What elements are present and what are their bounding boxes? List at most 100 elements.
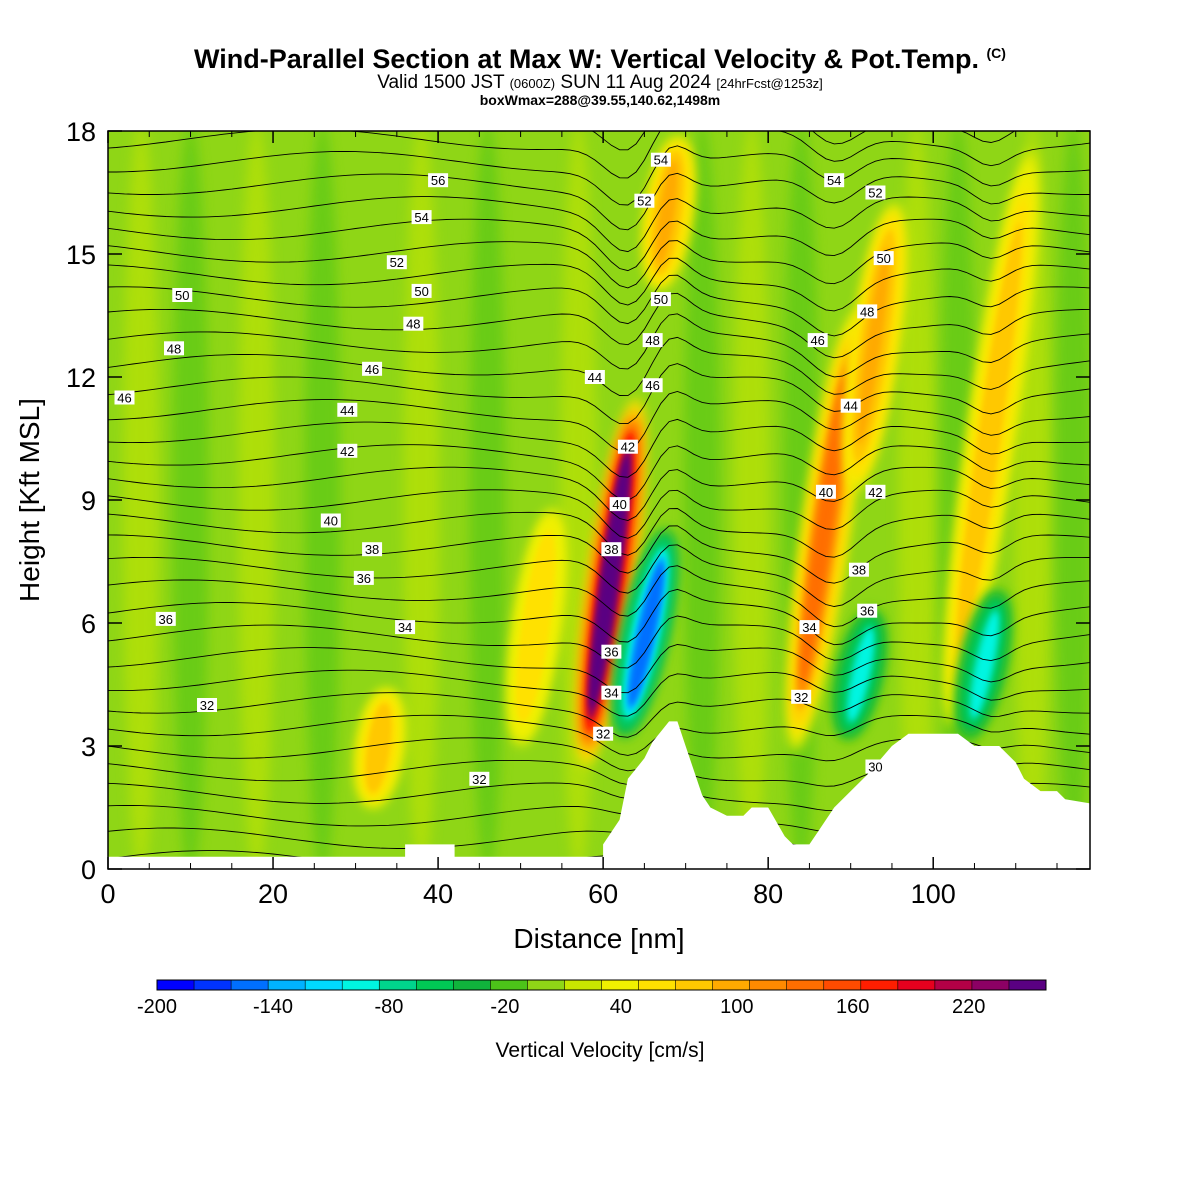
theta-contour bbox=[108, 418, 1090, 478]
valid-time: Valid 1500 JST bbox=[377, 72, 505, 93]
contour-label: 44 bbox=[840, 398, 861, 414]
colorbar: -200 -140 -80 -20 40 100 160 220 bbox=[137, 979, 1047, 1018]
contour-label-text: 38 bbox=[852, 563, 866, 578]
contour-label-text: 36 bbox=[604, 645, 618, 660]
contour-label-text: 50 bbox=[876, 251, 890, 266]
colorbar-swatch bbox=[712, 980, 751, 990]
y-tick-label: 15 bbox=[66, 240, 96, 270]
contour-label-text: 50 bbox=[414, 284, 428, 299]
contour-label-box bbox=[601, 542, 622, 557]
valid-utc: (0600Z) bbox=[509, 76, 556, 91]
field-stripe bbox=[238, 131, 275, 869]
contour-label-box bbox=[395, 620, 416, 635]
downdraft-band bbox=[832, 608, 886, 741]
contour-label-box bbox=[197, 698, 218, 712]
theta-contour bbox=[108, 466, 1090, 521]
contour-label-text: 34 bbox=[398, 620, 412, 635]
contour-label-box bbox=[857, 603, 878, 618]
downdraft-band bbox=[955, 588, 1011, 740]
downdraft-core bbox=[629, 561, 664, 706]
colorbar-swatch bbox=[971, 980, 1010, 990]
field-stripe bbox=[172, 131, 209, 869]
chart-title: Wind-Parallel Section at Max W: Vertical… bbox=[0, 44, 1200, 75]
theta-contour bbox=[108, 66, 1090, 127]
contour-label-text: 48 bbox=[860, 304, 874, 319]
contour-label: 36 bbox=[155, 611, 176, 627]
colorbar-swatch bbox=[860, 980, 899, 990]
contour-label-box bbox=[617, 439, 638, 454]
colorbar-tick-label: 220 bbox=[952, 996, 985, 1018]
contour-label-text: 40 bbox=[324, 514, 338, 529]
colorbar-swatch bbox=[564, 980, 602, 990]
contour-label-text: 52 bbox=[390, 255, 404, 270]
colorbar-tick-label: -80 bbox=[374, 996, 403, 1018]
y-tick-label: 0 bbox=[81, 855, 96, 885]
theta-contour bbox=[108, 218, 1090, 272]
contour-label-text: 44 bbox=[843, 399, 857, 414]
colorbar-swatch bbox=[194, 980, 232, 990]
contour-label-box bbox=[791, 689, 812, 704]
contour-label-text: 44 bbox=[588, 370, 602, 385]
colorbar-swatch bbox=[1008, 980, 1047, 990]
contour-label-text: 36 bbox=[159, 612, 173, 627]
theta-contour bbox=[108, 363, 1090, 425]
contour-label-text: 54 bbox=[827, 173, 841, 188]
updraft-core bbox=[368, 706, 388, 789]
colorbar-swatch bbox=[231, 980, 269, 990]
contour-label-box bbox=[601, 644, 622, 659]
downdraft-band bbox=[613, 529, 677, 738]
y-axis-label: Height [Kft MSL] bbox=[14, 398, 45, 602]
contour-label-text: 50 bbox=[175, 288, 189, 303]
theta-contour bbox=[108, 669, 1090, 717]
contour-label-box bbox=[650, 292, 671, 307]
colorbar-swatch bbox=[823, 980, 862, 990]
contour-label: 52 bbox=[634, 193, 655, 209]
colorbar-swatch bbox=[342, 980, 380, 990]
contour-label-text: 30 bbox=[868, 760, 882, 775]
colorbar-swatch bbox=[601, 980, 640, 990]
contour-label-box bbox=[584, 370, 605, 384]
contour-label-box bbox=[601, 685, 622, 700]
colorbar-tick-label: -20 bbox=[490, 996, 519, 1018]
contour-label: 36 bbox=[857, 603, 878, 619]
contour-label: 38 bbox=[601, 542, 622, 557]
colorbar-tick-label: 40 bbox=[610, 996, 632, 1018]
contour-label-box bbox=[362, 361, 383, 376]
contour-label-text: 52 bbox=[868, 186, 882, 201]
y-tick-label: 6 bbox=[81, 609, 96, 639]
updraft-core bbox=[857, 247, 890, 445]
contour-label-box bbox=[642, 378, 663, 393]
contour-label-text: 52 bbox=[637, 194, 651, 209]
field-stripe bbox=[733, 131, 770, 869]
updraft-core bbox=[801, 378, 847, 683]
contour-label: 46 bbox=[362, 361, 383, 377]
colorbar-tick-label: 100 bbox=[720, 996, 753, 1018]
theta-contour bbox=[108, 391, 1090, 452]
theta-contour bbox=[108, 196, 1090, 253]
theta-contour bbox=[108, 508, 1090, 558]
contour-label-box bbox=[172, 288, 193, 302]
contour-label-box bbox=[411, 283, 432, 298]
theta-contour bbox=[108, 644, 1090, 694]
contour-label-box bbox=[114, 390, 135, 405]
x-tick-label: 20 bbox=[258, 879, 288, 909]
x-tick-label: 80 bbox=[753, 879, 783, 909]
contour-label-box bbox=[403, 316, 424, 331]
theta-contour bbox=[108, 444, 1090, 501]
contour-label: 40 bbox=[320, 513, 341, 529]
contour-label-box bbox=[155, 611, 176, 626]
contour-label: 52 bbox=[865, 185, 886, 201]
terrain-shape bbox=[108, 721, 1090, 869]
contour-label-box bbox=[469, 771, 490, 786]
contour-label: 34 bbox=[395, 620, 416, 635]
contour-label-text: 34 bbox=[604, 686, 618, 701]
contour-label-box bbox=[428, 173, 449, 188]
title-main: Wind-Parallel Section at Max W: Vertical… bbox=[194, 44, 979, 74]
colorbar-swatch bbox=[675, 980, 714, 990]
contour-label-text: 46 bbox=[365, 362, 379, 377]
x-tick-label: 0 bbox=[100, 879, 115, 909]
theta-contour bbox=[108, 525, 1090, 584]
x-axis-label: Distance [nm] bbox=[513, 923, 684, 954]
contour-label: 36 bbox=[601, 644, 622, 660]
